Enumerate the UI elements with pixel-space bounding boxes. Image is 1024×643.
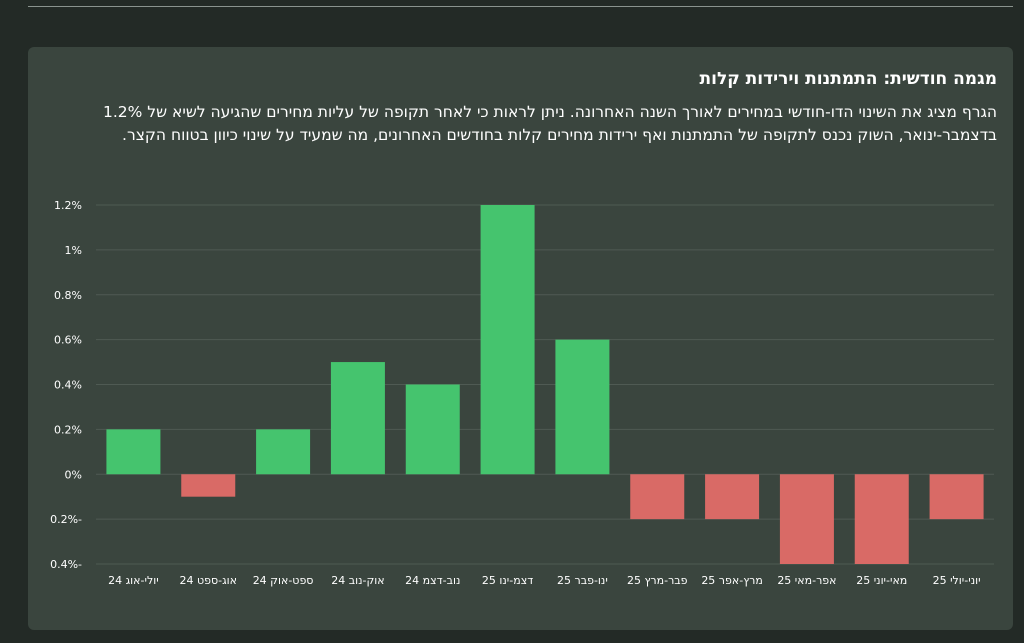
bar bbox=[555, 339, 610, 475]
y-tick-label: 0% bbox=[65, 468, 82, 481]
x-tick-label: פבר-מרץ 25 bbox=[627, 574, 688, 587]
y-tick-label: 1.2% bbox=[54, 199, 82, 212]
bar bbox=[854, 474, 909, 564]
x-tick-label: ספט-אוק 24 bbox=[253, 574, 314, 587]
y-tick-label: 0.2%- bbox=[50, 513, 82, 526]
y-axis-ticks: 1.2% 1% 0.8% 0.6% 0.4% 0.2% 0% 0.2%- 0.4%- bbox=[50, 199, 82, 571]
x-tick-label: יולי-אוג 24 bbox=[108, 574, 159, 587]
top-divider bbox=[28, 6, 1013, 7]
x-tick-label: אוג-ספט 24 bbox=[180, 574, 238, 587]
x-tick-label: יוני-יולי 25 bbox=[933, 574, 981, 587]
bar bbox=[705, 474, 760, 520]
card-description: הגרף מציג את השינוי הדו-חודשי במחירים לא… bbox=[102, 103, 997, 144]
y-tick-label: 0.2% bbox=[54, 423, 82, 436]
x-tick-label: אפר-מאי 25 bbox=[777, 574, 836, 587]
bars bbox=[106, 205, 984, 564]
bar bbox=[929, 474, 984, 520]
bar bbox=[630, 474, 685, 520]
bar bbox=[256, 429, 311, 475]
card-title: מגמה חודשית: התמתנות וירידות קלות bbox=[699, 69, 998, 89]
bar bbox=[106, 429, 161, 475]
x-tick-label: מרץ-אפר 25 bbox=[701, 574, 763, 587]
bar bbox=[330, 362, 385, 475]
y-tick-label: 0.6% bbox=[54, 334, 82, 347]
x-tick-label: מאי-יוני 25 bbox=[856, 574, 907, 587]
bar bbox=[405, 384, 460, 475]
grid-lines bbox=[96, 204, 994, 565]
bar bbox=[181, 474, 236, 497]
x-tick-label: נוב-דצמ 24 bbox=[405, 574, 460, 587]
y-tick-label: 0.4%- bbox=[50, 558, 82, 571]
x-tick-label: ינו-פבר 25 bbox=[557, 574, 608, 587]
bar bbox=[779, 474, 834, 564]
y-tick-label: 1% bbox=[65, 244, 82, 257]
x-axis-ticks: יולי-אוג 24 אוג-ספט 24 ספט-אוק 24 אוק-נוב 2… bbox=[108, 574, 980, 587]
x-tick-label: דצמ-ינו 25 bbox=[482, 574, 533, 587]
bar bbox=[480, 205, 535, 475]
x-tick-label: אוק-נוב 24 bbox=[331, 574, 384, 587]
y-tick-label: 0.8% bbox=[54, 289, 82, 302]
y-tick-label: 0.4% bbox=[54, 379, 82, 392]
